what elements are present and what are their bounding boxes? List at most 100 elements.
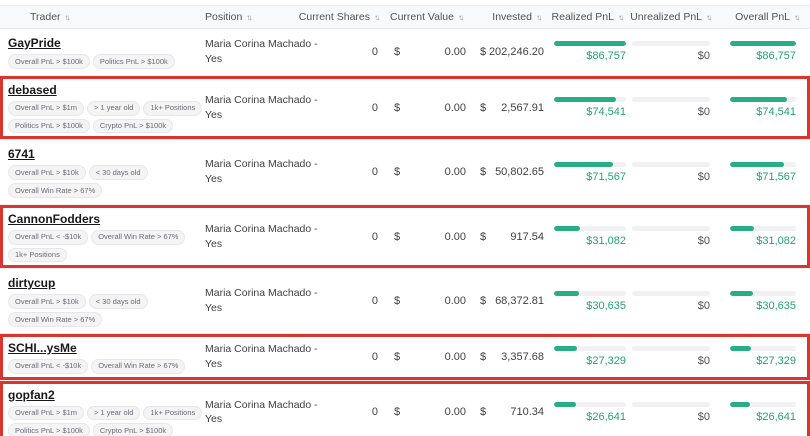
- trader-link[interactable]: dirtycup: [8, 276, 56, 291]
- trader-badge: Overall PnL > $10k: [8, 165, 86, 180]
- trader-badge: < 30 days old: [88, 294, 148, 309]
- overall-pnl-bar-track: [730, 401, 796, 407]
- overall-pnl-value: $27,329: [756, 355, 796, 368]
- current-value: 0.00: [444, 406, 466, 419]
- overall-pnl-cell: $86,757: [716, 41, 810, 62]
- invested-value: 710.34: [510, 406, 544, 419]
- unrealized-pnl-value: $0: [697, 106, 710, 118]
- realized-pnl-cell: $30,635: [548, 290, 632, 312]
- overall-pnl-value: $74,541: [756, 106, 796, 118]
- overall-pnl-bar: [730, 346, 751, 352]
- realized-pnl-cell: $26,641: [548, 401, 632, 423]
- column-header-label: Trader: [30, 11, 61, 23]
- column-header-label: Invested: [492, 11, 532, 23]
- table-header: Trader ↑↓ Position ↑↓ Current Shares ↑↓ …: [0, 6, 810, 29]
- position-cell: Maria Corina Machado - Yes: [205, 342, 318, 370]
- trader-link[interactable]: debased: [8, 82, 57, 97]
- invested-value: 68,372.81: [495, 295, 544, 307]
- overall-pnl-bar-track: [730, 346, 796, 352]
- currency-symbol: $: [480, 295, 487, 307]
- realized-pnl-bar: [554, 290, 580, 296]
- current-value-cell: $ 0.00: [384, 295, 470, 307]
- trader-link[interactable]: GayPride: [8, 36, 61, 50]
- trader-link[interactable]: CannonFodders: [8, 211, 100, 226]
- realized-pnl-bar-track: [554, 97, 626, 102]
- invested-value: 3,357.68: [501, 350, 544, 363]
- current-shares-cell: 0: [371, 350, 378, 363]
- current-value-cell: $ 0.00: [384, 231, 470, 243]
- realized-pnl-bar-track: [554, 346, 626, 352]
- trader-cell: gopfan2 Overall PnL > $1m > 1 year old 1k+…: [0, 381, 203, 436]
- column-header-current-shares[interactable]: Current Shares ↑↓: [299, 11, 384, 23]
- trader-badge: Crypto PnL > $100k: [92, 423, 174, 436]
- sort-icon: ↑↓: [536, 12, 542, 22]
- column-header-current-value[interactable]: Current Value ↑↓: [384, 11, 470, 23]
- realized-pnl-bar-track: [554, 290, 626, 296]
- column-header-label: Current Value: [389, 11, 454, 23]
- overall-pnl-bar: [730, 401, 751, 407]
- current-value: 0.00: [444, 350, 466, 363]
- trader-badges: Overall PnL < -$10k Overall Win Rate > 67…: [8, 229, 203, 263]
- realized-pnl-bar-track: [554, 41, 626, 47]
- current-value-cell: $ 0.00: [384, 351, 470, 363]
- invested-value: 202,246.20: [488, 45, 544, 58]
- realized-pnl-bar: [554, 226, 580, 231]
- realized-pnl-value: $71,567: [586, 170, 626, 183]
- current-value-cell: $ 0.00: [384, 102, 470, 114]
- current-shares-cell: 0: [371, 295, 378, 307]
- unrealized-pnl-cell: $0: [632, 290, 716, 312]
- sort-icon: ↑↓: [794, 12, 800, 22]
- realized-pnl-value: $74,541: [586, 106, 626, 118]
- sort-icon: ↑↓: [458, 12, 464, 22]
- invested-cell: $ 68,372.81: [470, 295, 548, 307]
- current-value-cell: $ 0.00: [384, 166, 470, 178]
- column-header-position[interactable]: Position ↑↓: [200, 11, 320, 23]
- invested-cell: $ 3,357.68: [470, 351, 548, 363]
- table-row: dirtycup Overall PnL > $10k < 30 days old…: [0, 269, 810, 334]
- column-header-realized-pnl[interactable]: Realized PnL ↑↓: [548, 11, 632, 23]
- invested-cell: $ 202,246.20: [470, 46, 548, 58]
- trader-badges: Overall PnL < -$10k Overall Win Rate > 67…: [8, 358, 203, 374]
- overall-pnl-cell: $26,641: [716, 401, 810, 423]
- current-shares-cell: 0: [371, 101, 378, 114]
- trader-badge: Politics PnL > $100k: [8, 423, 90, 436]
- unrealized-pnl-value: $0: [697, 410, 710, 423]
- overall-pnl-value: $26,641: [756, 410, 796, 423]
- overall-pnl-bar: [730, 41, 796, 47]
- invested-value: 50,802.65: [495, 166, 544, 178]
- currency-symbol: $: [480, 101, 487, 114]
- trader-link[interactable]: gopfan2: [8, 387, 55, 402]
- current-value: 0.00: [444, 295, 466, 307]
- unrealized-pnl-bar-track: [632, 97, 710, 102]
- overall-pnl-cell: $71,567: [716, 161, 810, 183]
- currency-symbol: $: [394, 350, 401, 363]
- trader-link[interactable]: SCHI...ysMe: [8, 340, 77, 355]
- invested-cell: $ 710.34: [470, 406, 548, 418]
- trader-cell: GayPride Overall PnL > $100k Politics PnL…: [0, 29, 200, 75]
- overall-pnl-cell: $31,082: [716, 226, 810, 247]
- trader-badge: Overall PnL < -$10k: [8, 229, 89, 245]
- unrealized-pnl-value: $0: [697, 50, 710, 63]
- column-header-trader[interactable]: Trader ↑↓: [0, 11, 200, 23]
- unrealized-pnl-cell: $0: [632, 161, 716, 183]
- trader-badge: Overall PnL < -$10k: [8, 358, 89, 374]
- overall-pnl-value: $71,567: [756, 170, 796, 183]
- currency-symbol: $: [480, 350, 487, 363]
- trader-badge: Overall Win Rate > 67%: [91, 358, 186, 374]
- column-header-unrealized-pnl[interactable]: Unrealized PnL ↑↓: [630, 11, 716, 23]
- trader-badge: Overall Win Rate > 67%: [8, 183, 103, 198]
- column-header-invested[interactable]: Invested ↑↓: [470, 11, 548, 23]
- overall-pnl-bar-track: [730, 41, 796, 47]
- trader-badge: > 1 year old: [87, 405, 141, 421]
- column-header-overall-pnl[interactable]: Overall PnL ↑↓: [716, 11, 810, 23]
- trader-link[interactable]: 6741: [8, 147, 35, 162]
- position-cell: Maria Corina Machado - Yes: [205, 158, 318, 185]
- trader-cell: debased Overall PnL > $1m > 1 year old 1k+…: [0, 76, 203, 140]
- realized-pnl-value: $26,641: [586, 410, 626, 423]
- invested-cell: $ 50,802.65: [470, 166, 548, 178]
- trader-badge: Crypto PnL > $100k: [92, 118, 174, 134]
- sort-icon: ↑↓: [618, 12, 624, 22]
- realized-pnl-bar-track: [554, 401, 626, 407]
- overall-pnl-bar-track: [730, 161, 796, 167]
